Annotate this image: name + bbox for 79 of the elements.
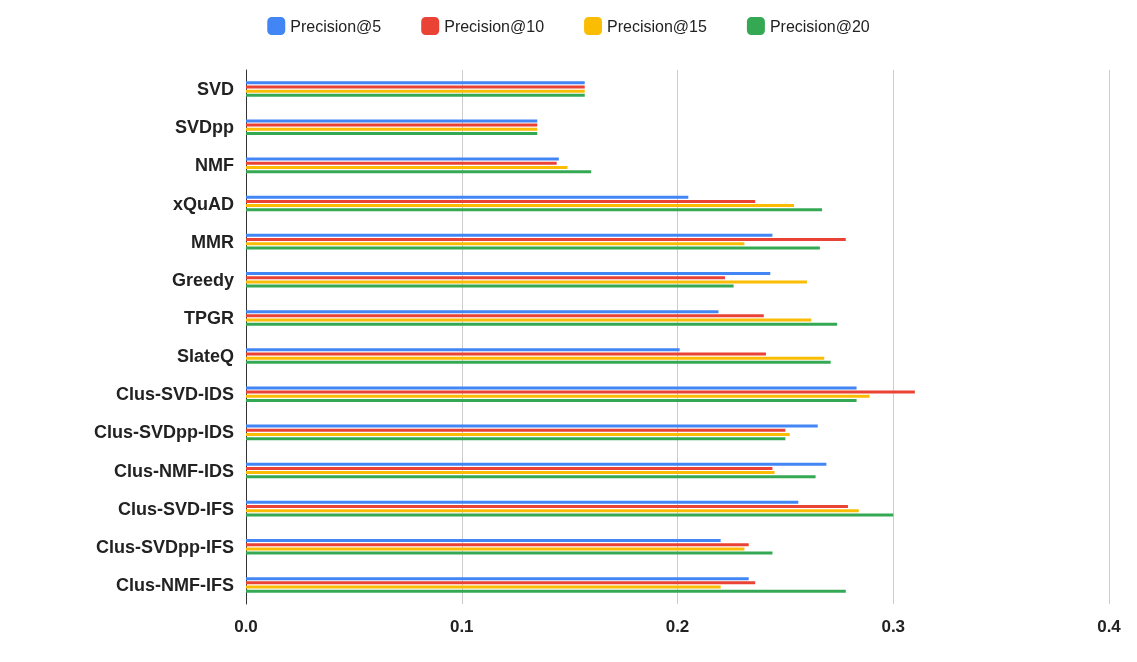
- y-tick-label: NMF: [195, 155, 234, 176]
- bar: [246, 471, 775, 475]
- bar: [246, 93, 585, 97]
- x-tick-label: 0.2: [665, 617, 690, 636]
- bar: [246, 233, 773, 237]
- bar: [246, 310, 719, 314]
- bar: [246, 437, 786, 441]
- bar: [246, 161, 557, 165]
- bar: [246, 581, 756, 585]
- bar: [246, 390, 915, 394]
- x-tick-label: 0.1: [449, 617, 474, 636]
- legend-label: Precision@5: [290, 17, 382, 35]
- bar: [246, 89, 585, 93]
- bar: [246, 547, 745, 551]
- y-tick-label: SVD: [196, 79, 234, 100]
- y-tick-label: MMR: [191, 231, 234, 252]
- y-tick-label: Clus-NMF-IDS: [114, 460, 234, 481]
- bar: [246, 577, 749, 581]
- bar: [246, 199, 756, 203]
- bar: [246, 585, 721, 589]
- y-tick-label: SlateQ: [176, 346, 234, 367]
- bar: [246, 246, 820, 250]
- bar: [246, 127, 538, 131]
- bar: [246, 238, 846, 242]
- bar: [246, 360, 831, 364]
- bar: [246, 280, 807, 284]
- bar: [246, 242, 745, 246]
- bar: [246, 475, 816, 479]
- bar: [246, 276, 725, 280]
- bar: [246, 195, 689, 199]
- bar: [246, 399, 857, 403]
- bar: [246, 157, 559, 161]
- bar: [246, 170, 592, 174]
- bar: [246, 500, 799, 504]
- bar: [246, 322, 838, 326]
- y-tick-label: SVDpp: [174, 117, 234, 138]
- y-tick-label: Clus-SVD-IDS: [115, 384, 234, 405]
- bar: [246, 132, 538, 136]
- bar: [246, 165, 568, 169]
- bar: [246, 119, 538, 123]
- x-tick-label: 0.3: [881, 617, 906, 636]
- legend-label: Precision@20: [769, 17, 870, 35]
- bar: [246, 538, 721, 542]
- bar: [246, 428, 786, 432]
- bar: [246, 123, 538, 127]
- bar: [246, 543, 749, 547]
- bar: [246, 352, 766, 356]
- y-tick-label: Clus-NMF-IFS: [116, 574, 234, 595]
- bar: [246, 284, 734, 288]
- bar: [246, 513, 894, 517]
- bar: [246, 466, 773, 470]
- y-tick-label: Clus-SVDpp-IFS: [96, 536, 234, 557]
- bar: [246, 356, 825, 360]
- y-tick-label: xQuAD: [172, 193, 234, 214]
- x-tick-label: 0.0: [234, 617, 258, 636]
- y-tick-label: Clus-SVDpp-IDS: [93, 422, 234, 443]
- bar: [246, 271, 771, 275]
- bar: [246, 81, 585, 85]
- bar: [246, 589, 846, 593]
- legend-label: Precision@15: [607, 17, 707, 35]
- bar: [246, 551, 773, 555]
- y-tick-label: Clus-SVD-IFS: [117, 498, 234, 519]
- x-tick-label: 0.4: [1097, 617, 1122, 636]
- bar: [246, 348, 680, 352]
- bar: [246, 432, 790, 436]
- bar: [246, 505, 848, 509]
- y-tick-label: Greedy: [171, 269, 234, 290]
- bar: [246, 314, 764, 318]
- bar: [246, 204, 795, 208]
- bar: [246, 85, 585, 89]
- bar: [246, 394, 870, 398]
- bar: [246, 424, 818, 428]
- bar: [246, 386, 857, 390]
- bar: [246, 318, 812, 322]
- y-tick-label: TPGR: [183, 307, 234, 328]
- bar: [246, 462, 827, 466]
- bar: [246, 208, 823, 212]
- legend-label: Precision@10: [444, 17, 545, 35]
- bar: [246, 509, 859, 513]
